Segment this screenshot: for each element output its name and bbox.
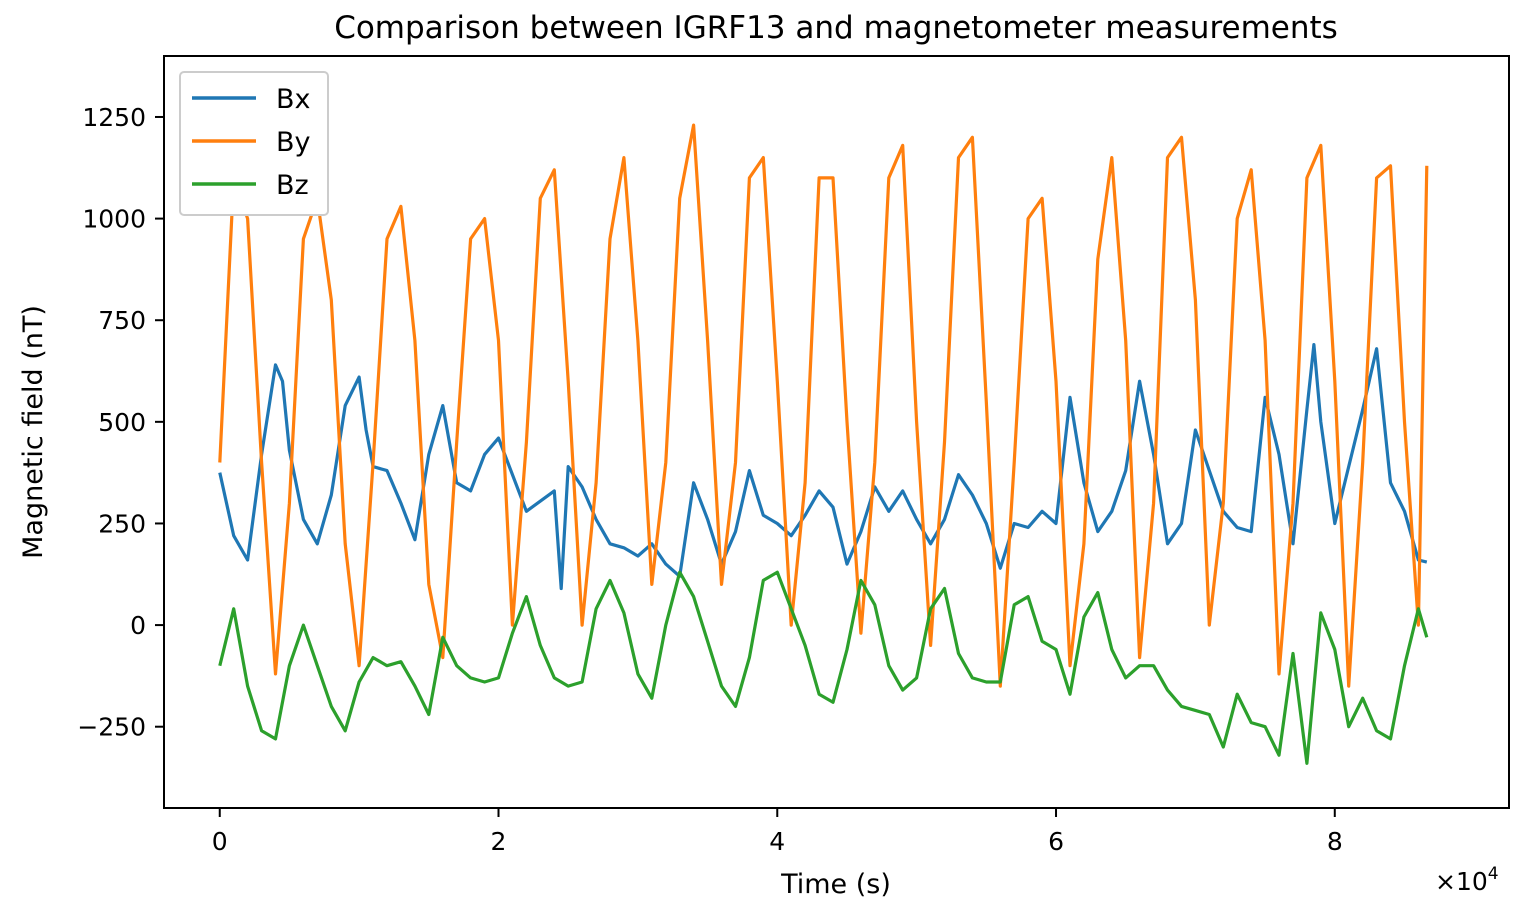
x-axis-multiplier-base: ×10 <box>1435 867 1488 896</box>
y-axis-label: Magnetic field (nT) <box>18 305 49 559</box>
x-tick-label: 4 <box>769 827 785 856</box>
x-tick-label: 6 <box>1048 827 1064 856</box>
series-line-by <box>218 123 1429 688</box>
legend-label-by: By <box>276 127 311 158</box>
x-axis-multiplier: ×104 <box>1435 864 1499 896</box>
y-tick-label: −250 <box>77 713 146 742</box>
x-tick-label: 8 <box>1327 827 1343 856</box>
legend: Bx By Bz <box>179 71 329 216</box>
y-tick-label: 1000 <box>82 205 146 234</box>
y-tick-label: 500 <box>98 408 146 437</box>
x-axis-multiplier-exponent: 4 <box>1488 864 1499 884</box>
y-tick-label: 0 <box>130 611 146 640</box>
x-tick-label: 2 <box>491 827 507 856</box>
x-tick-label: 0 <box>212 827 228 856</box>
x-axis-label: Time (s) <box>780 869 891 900</box>
legend-box <box>179 71 329 216</box>
chart-title: Comparison between IGRF13 and magnetomet… <box>334 10 1338 46</box>
legend-label-bx: Bx <box>276 84 311 115</box>
legend-label-bz: Bz <box>276 170 309 201</box>
y-tick-label: 750 <box>98 306 146 335</box>
y-tick-label: 250 <box>98 509 146 538</box>
y-tick-label: 1250 <box>82 103 146 132</box>
series-line-bz <box>218 570 1429 765</box>
plot-frame <box>163 55 1510 809</box>
series-line-bx <box>218 343 1428 591</box>
